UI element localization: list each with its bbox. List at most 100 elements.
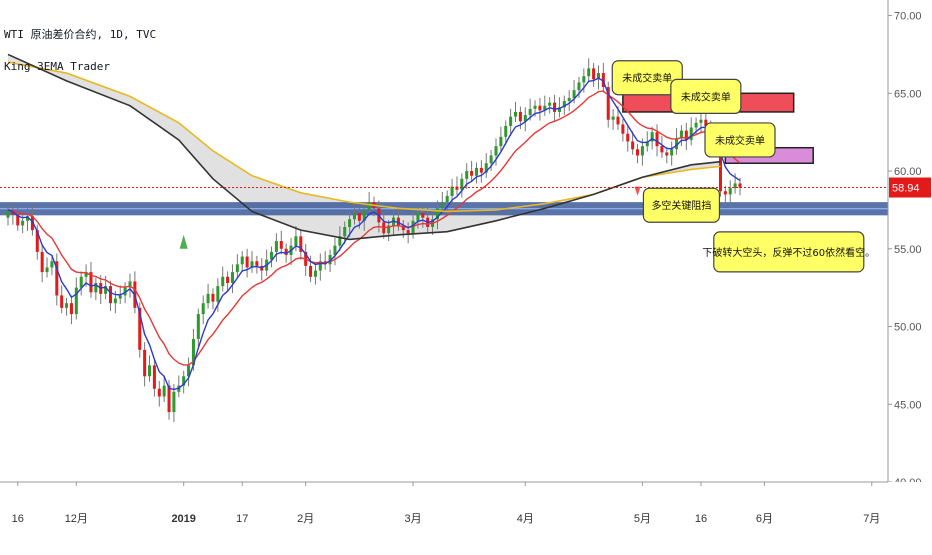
candle-body — [660, 146, 664, 153]
ema-slow-line — [7, 53, 721, 241]
candle-body — [665, 152, 669, 156]
candle-body — [240, 256, 244, 265]
candle-body — [309, 265, 313, 277]
candle-body — [30, 216, 34, 231]
candle-body — [679, 130, 683, 139]
candle-body — [245, 256, 249, 268]
candle-body — [694, 122, 698, 128]
candle-body — [523, 115, 527, 122]
candle-body — [65, 303, 69, 308]
candle-body — [162, 385, 166, 397]
candle-body — [528, 108, 532, 116]
candle-body — [294, 236, 298, 246]
candle-body — [640, 146, 644, 156]
ema-mid-line — [7, 90, 741, 366]
candle-body — [40, 251, 44, 273]
candle-body — [567, 97, 571, 102]
candle-body — [587, 68, 591, 77]
candle-body — [16, 214, 20, 226]
candle-body — [474, 167, 478, 176]
candle-body — [235, 264, 239, 273]
buy-signal-marker — [179, 234, 188, 249]
candle-body — [108, 286, 112, 304]
candle-body — [362, 209, 366, 221]
candle-body — [318, 261, 322, 271]
candle-body — [60, 295, 64, 308]
candle-body — [284, 248, 288, 255]
y-tick-label: 60.00 — [894, 166, 922, 178]
candle-body — [518, 111, 522, 122]
candle-body — [152, 365, 156, 389]
candle-body — [367, 202, 371, 210]
candle-body — [543, 105, 547, 111]
y-tick-label: 65.00 — [894, 88, 922, 100]
candle-body — [201, 303, 205, 315]
y-tick-label: 45.00 — [894, 399, 922, 411]
candle-body — [616, 116, 620, 125]
annotation-text: 未成交卖单 — [681, 90, 731, 103]
candle-body — [348, 219, 352, 228]
annotation-callout — [713, 231, 865, 273]
candle-body — [704, 119, 708, 126]
y-tick-label: 50.00 — [894, 322, 922, 334]
candle-body — [118, 295, 122, 299]
candle-body — [728, 188, 732, 195]
annotation-callout — [611, 60, 683, 96]
y-axis-panel — [888, 0, 932, 550]
candle-body — [733, 183, 737, 189]
annotation-callout — [704, 122, 776, 158]
candle-body — [221, 276, 225, 287]
candle-body — [123, 287, 127, 296]
annotation-text: 下破转大空头，反弹不过60依然看空。 — [702, 246, 875, 259]
candle-body — [445, 195, 449, 203]
candle-body — [299, 236, 303, 252]
indicator-title: King 3EMA Trader — [4, 60, 110, 73]
candle-body — [45, 267, 49, 273]
chart-title: WTI 原油差价合约, 1D, TVC — [4, 28, 157, 41]
annotation-callout — [670, 78, 742, 115]
candle-body — [182, 376, 186, 386]
candle-body — [670, 149, 674, 156]
x-tick-label: 2月 — [297, 513, 314, 525]
candle-body — [230, 272, 234, 283]
candle-body — [226, 276, 230, 283]
x-tick-label: 5月 — [634, 513, 651, 525]
candle-body — [440, 202, 444, 209]
candle-body — [279, 241, 283, 249]
candle-body — [338, 236, 342, 246]
candle-body — [738, 183, 742, 188]
candle-body — [636, 149, 640, 156]
candle-body — [577, 82, 581, 91]
candle-body — [196, 314, 200, 339]
candle-body — [675, 138, 679, 150]
candle-body — [357, 213, 361, 221]
candle-body — [460, 178, 464, 190]
candle-body — [250, 261, 254, 268]
candle-body — [138, 307, 142, 350]
candle-body — [455, 186, 459, 190]
candle-body — [484, 163, 488, 173]
candle-body — [172, 391, 176, 413]
candle-body — [416, 213, 420, 221]
candle-body — [601, 73, 605, 88]
candle-body — [479, 167, 483, 173]
candle-body — [514, 111, 518, 117]
candle-body — [79, 276, 83, 288]
candle-body — [699, 119, 703, 123]
candle-body — [548, 102, 552, 106]
annotation-text: 多空关键阻挡 — [651, 199, 711, 212]
candle-body — [191, 338, 195, 366]
candle-body — [626, 133, 630, 142]
y-tick-label: 55.00 — [894, 244, 922, 256]
x-tick-label: 12月 — [65, 513, 88, 525]
candle-body — [489, 155, 493, 164]
candle-body — [655, 132, 659, 147]
candle-body — [187, 365, 191, 377]
sell-signal-marker — [634, 186, 641, 196]
candle-body — [723, 191, 727, 195]
x-tick-label: 17 — [236, 513, 248, 525]
annotation-text: 未成交卖单 — [622, 72, 672, 85]
candle-body — [504, 125, 508, 137]
candle-body — [274, 241, 278, 252]
